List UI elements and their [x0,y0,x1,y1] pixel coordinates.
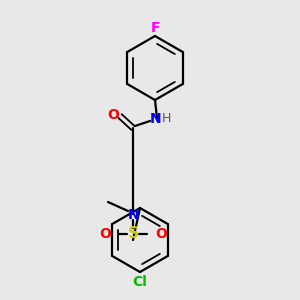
Text: N: N [128,208,140,222]
Text: H: H [161,112,171,125]
Text: O: O [107,108,119,122]
Text: F: F [150,21,160,35]
Text: N: N [150,112,162,126]
Text: O: O [155,227,167,241]
Text: S: S [128,226,139,242]
Text: O: O [99,227,111,241]
Text: Cl: Cl [133,275,147,289]
